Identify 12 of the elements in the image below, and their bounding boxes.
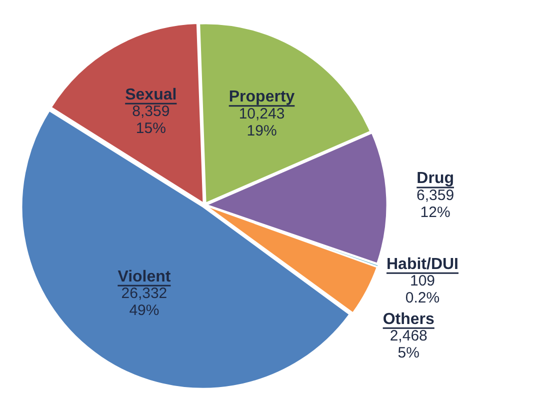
data-label: 6,359 12%	[416, 186, 454, 221]
data-label: 109 0.2%	[405, 272, 440, 307]
slice-label: Others	[382, 310, 434, 328]
slice-label: Drug	[416, 170, 454, 188]
data-label: 26,332 49%	[121, 285, 168, 320]
slice-label: Sexual	[125, 86, 177, 104]
slice-label: Violent	[118, 268, 172, 286]
data-label: 2,468 5%	[390, 328, 428, 362]
data-label: 8,359 15%	[132, 103, 170, 138]
slice-label: Habit/DUI	[386, 256, 459, 273]
data-label: 10,243 19%	[238, 105, 285, 140]
slice-label: Property	[228, 88, 295, 106]
